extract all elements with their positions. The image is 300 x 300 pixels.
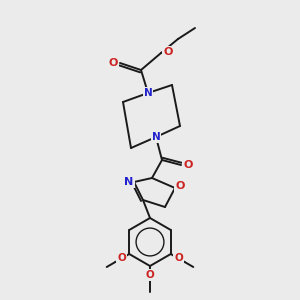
- Text: N: N: [144, 88, 152, 98]
- Text: O: O: [108, 58, 118, 68]
- Text: N: N: [152, 132, 160, 142]
- Text: O: O: [117, 254, 126, 263]
- Text: O: O: [146, 270, 154, 280]
- Text: O: O: [174, 254, 183, 263]
- Text: O: O: [175, 181, 185, 191]
- Text: O: O: [183, 160, 193, 170]
- Text: N: N: [124, 177, 134, 187]
- Text: O: O: [163, 47, 173, 57]
